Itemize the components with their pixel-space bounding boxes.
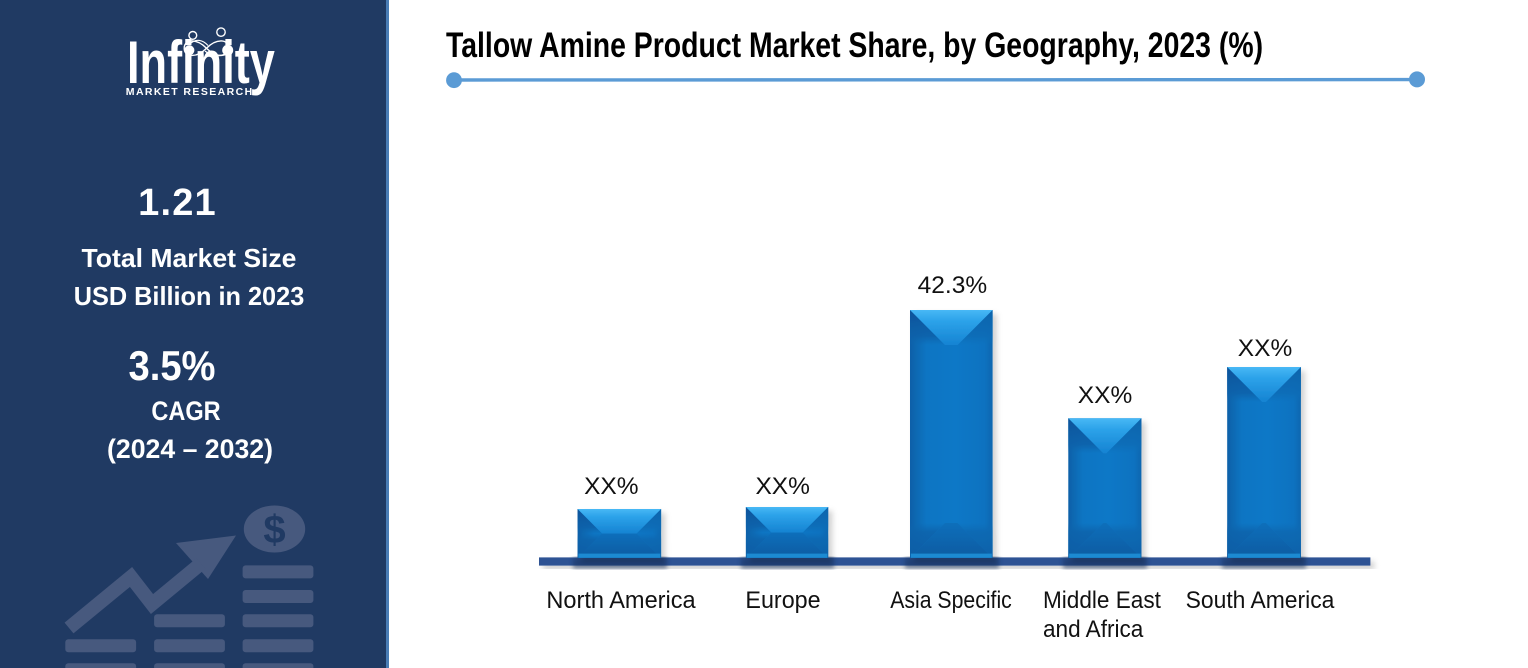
svg-text:$: $ [263,508,285,552]
